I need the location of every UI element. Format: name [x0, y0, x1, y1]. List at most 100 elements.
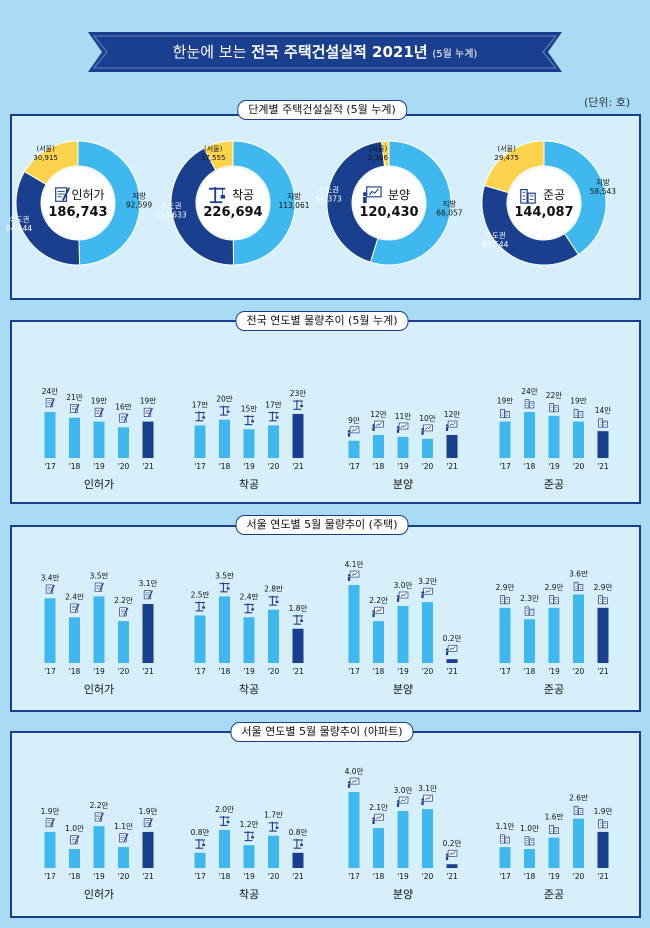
presentation-icon-head: [445, 853, 449, 856]
bar-value-label: 1.6만: [545, 813, 564, 822]
bar-category-label: '21: [292, 667, 304, 676]
bar: [194, 852, 206, 868]
bar-category-label: '17: [44, 462, 56, 471]
donut-center-total: 186,743: [48, 205, 107, 220]
donut-label-local-name: 지방: [596, 177, 610, 187]
bar: [597, 607, 609, 663]
bar-mini-presentation-icon: [396, 796, 409, 807]
bar-value-label: 2.0만: [215, 805, 234, 814]
seoul-apt-panel: [10, 731, 641, 918]
bar-mini-building-icon: [524, 399, 535, 409]
building-icon-tower: [549, 824, 554, 834]
bar: [93, 421, 105, 458]
bar-group-name: 분양: [393, 478, 413, 491]
crane-icon-load: [275, 416, 279, 419]
bar-value-label: 2.3만: [520, 594, 539, 603]
presentation-icon-body: [347, 784, 351, 788]
unit-label: (단위: 호): [584, 96, 631, 109]
presentation-icon-trend: [376, 608, 383, 613]
donut-label-local-name: 지방: [287, 191, 301, 201]
bar-value-label: 17만: [192, 400, 209, 409]
crane-icon-base: [195, 847, 204, 849]
bar: [118, 427, 129, 458]
bar-value-label: 2.6만: [569, 794, 588, 803]
bar: [573, 818, 584, 868]
bar-category-label: '18: [373, 667, 385, 676]
bar-mini-permit-icon: [45, 398, 55, 408]
bar-value-label: 15만: [241, 404, 258, 413]
presentation-icon-head: [347, 574, 351, 577]
bar: [69, 617, 80, 663]
bar: [219, 596, 230, 663]
bar-value-label: 3.4만: [41, 573, 60, 582]
bar-value-label: 2.8만: [264, 585, 283, 594]
bar-mini-permit-icon: [119, 607, 129, 617]
bar-mini-presentation-icon: [421, 794, 433, 806]
bar: [268, 835, 279, 868]
permit-icon-pen: [74, 603, 80, 612]
bar-group-name: 준공: [544, 478, 564, 491]
building-icon-tower: [598, 595, 603, 605]
presentation-icon-head: [347, 781, 351, 784]
crane-icon-load: [226, 821, 230, 824]
donut-center-name: 착공: [232, 188, 254, 202]
crane-icon-load: [251, 608, 254, 611]
bar-category-label: '18: [219, 462, 231, 471]
donut-slice-local: [77, 140, 141, 266]
bar-value-label: 1.1만: [496, 822, 515, 831]
title-bold: 전국 주택건설실적 2021년: [251, 43, 428, 61]
bar-mini-building-icon: [598, 595, 608, 605]
bar-group-name: 인허가: [84, 888, 114, 901]
bar-category-label: '19: [93, 667, 105, 676]
bar-category-label: '20: [268, 667, 280, 676]
donut-center-name: 준공: [543, 188, 565, 202]
bar-category-label: '18: [373, 462, 385, 471]
crane-icon-load: [202, 606, 205, 609]
bar-category-label: '19: [243, 462, 255, 471]
bar-mini-crane-icon: [268, 411, 279, 422]
presentation-icon-body: [372, 820, 375, 825]
bar-value-label: 17만: [265, 400, 282, 409]
donut-label-seoul-name: (서울): [204, 144, 223, 153]
bar-category-label: '21: [142, 872, 154, 881]
bar-category-label: '18: [69, 667, 81, 676]
crane-icon-base: [195, 420, 204, 422]
bar-mini-presentation-icon: [396, 422, 409, 433]
bar-category-label: '21: [446, 462, 458, 471]
bar: [292, 628, 304, 663]
donut-label-capital-name: 수도권: [9, 215, 30, 224]
bar-mini-permit-icon: [70, 403, 80, 413]
bar: [422, 438, 433, 458]
bar-category-label: '21: [142, 462, 154, 471]
bar-mini-building-icon: [573, 581, 584, 591]
presentation-icon-body: [347, 432, 351, 437]
bar-category-label: '19: [397, 667, 409, 676]
crane-icon-base: [244, 612, 253, 614]
donut-center-total: 144,087: [514, 205, 573, 220]
crane-icon-load: [220, 195, 226, 199]
permit-icon-pen: [99, 582, 104, 591]
crane-icon-load: [251, 420, 254, 423]
bar: [243, 617, 255, 663]
bar-category-label: '21: [446, 872, 458, 881]
presentation-icon-board: [349, 426, 360, 434]
building-icon-tower: [527, 192, 536, 204]
bar-mini-building-icon: [524, 836, 535, 846]
bar: [243, 429, 255, 458]
bar-value-label: 1.8만: [289, 604, 308, 613]
presentation-icon-trend: [449, 851, 456, 856]
bar: [373, 828, 384, 868]
bar-category-label: '18: [219, 872, 231, 881]
national-section-title: 전국 연도별 물량추이 (5월 누계): [235, 311, 409, 331]
bar-category-label: '17: [194, 872, 206, 881]
bar-category-label: '20: [268, 462, 280, 471]
bar-value-label: 22만: [546, 391, 563, 400]
donut-hole: [353, 167, 425, 239]
donut-hole: [197, 167, 269, 239]
bar-category-label: '21: [597, 872, 609, 881]
bar-value-label: 24만: [521, 387, 538, 396]
bar: [219, 830, 230, 868]
bar-value-label: 2.9만: [594, 583, 613, 592]
bar-category-label: '17: [348, 462, 360, 471]
bar: [142, 421, 154, 458]
